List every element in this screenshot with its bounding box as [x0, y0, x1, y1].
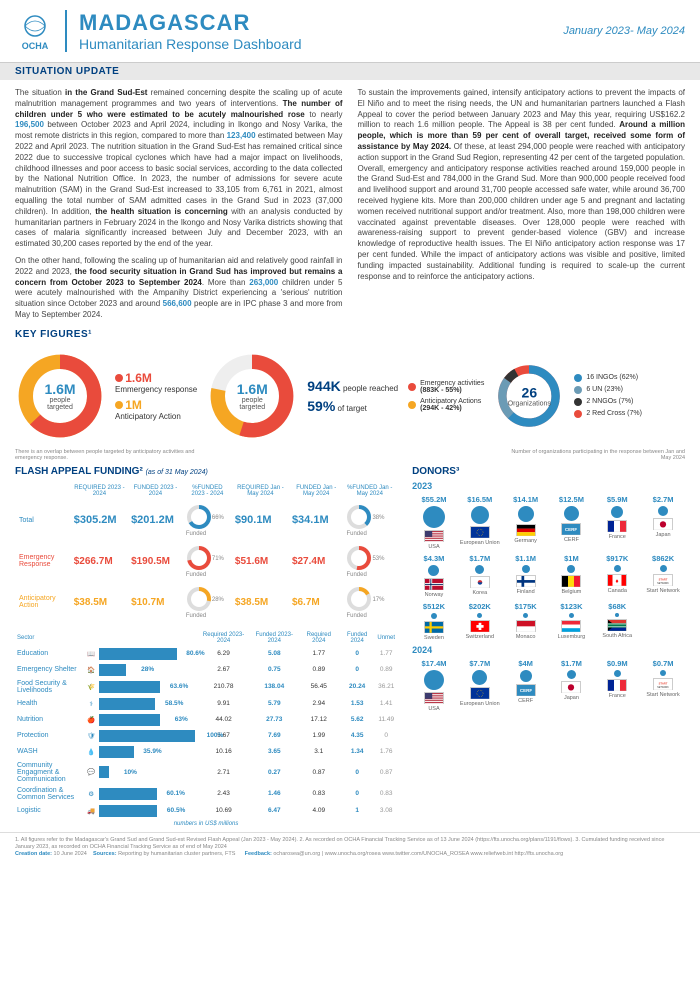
sector-row: Protection 🛡 100% 5.67 7.69 1.99 4.35 0 [15, 728, 397, 744]
page-title: MADAGASCAR [79, 10, 563, 36]
svg-text:♦: ♦ [616, 578, 619, 585]
donor-item: $5.9M France [595, 495, 639, 550]
donut-people-reached: 1.6Mpeople targeted [207, 351, 297, 441]
donor-item: $0.9M France [595, 659, 639, 712]
org-legend: 16 INGOs (62%) 6 UN (23%) 2 NNGOs (7%) 2… [574, 374, 642, 418]
svg-text:START: START [659, 577, 668, 581]
donor-item: $55.2M USA [412, 495, 456, 550]
donor-item: $1M Belgium [550, 554, 594, 598]
donors-header: DONORS³ [412, 466, 685, 477]
situation-header: SITUATION UPDATE [0, 63, 700, 80]
svg-text:CERF: CERF [565, 527, 577, 532]
sector-row: Health ⚕ 58.5% 9.91 5.79 2.94 1.53 1.41 [15, 696, 397, 712]
donor-item: $17.4M USA [412, 659, 456, 712]
donors-grid-2024: $17.4M USA$7.7M European Union$4M CERF C… [412, 659, 685, 712]
donor-item: $2.7M Japan [641, 495, 685, 550]
donor-item: $1.7M Japan [550, 659, 594, 712]
sector-row: Education 📖 80.6% 6.29 5.08 1.77 0 1.77 [15, 646, 397, 662]
funding-totals-table: REQUIRED 2023 - 2024FUNDED 2023 - 2024%F… [15, 481, 397, 624]
donor-item: $123K Luxemburg [550, 602, 594, 641]
date-range: January 2023- May 2024 [563, 25, 685, 37]
sector-row: Emergency Shelter 🏠 28% 2.67 0.75 0.89 0… [15, 662, 397, 678]
donor-item: $917K ♦ Canada [595, 554, 639, 598]
donor-item: $1.1M Finland [504, 554, 548, 598]
donors-grid-2023: $55.2M USA$16.5M European Union$14.1M Ge… [412, 495, 685, 641]
key-figures-header: KEY FIGURES¹ [0, 329, 700, 343]
donor-item: $512K Sweden [412, 602, 456, 641]
sector-table: SectorRequired 2023-2024Funded 2023-2024… [15, 630, 397, 819]
ocha-logo: OCHA [15, 11, 55, 51]
sector-row: Food Security & Livelihoods 🌾 63.6% 210.… [15, 678, 397, 696]
donor-item: $0.7M STARTNETWORK Start Network [641, 659, 685, 712]
donor-item: $862K STARTNETWORK Start Network [641, 554, 685, 598]
sector-row: Logistic 🚚 60.5% 10.69 6.47 4.09 1 3.08 [15, 803, 397, 819]
year-2024: 2024 [412, 645, 685, 655]
svg-text:CERF: CERF [520, 688, 532, 693]
kf-note-1: There is an overlap between people targe… [15, 449, 195, 461]
donor-item: $68K South Africa [595, 602, 639, 641]
donor-item: $7.7M European Union [458, 659, 502, 712]
donor-item: $1.7M Korea [458, 554, 502, 598]
donor-item: $4M CERF CERF [504, 659, 548, 712]
footnotes: 1. All figures refer to the Madagascar's… [0, 832, 700, 862]
svg-text:START: START [659, 681, 668, 685]
header: OCHA MADAGASCAR Humanitarian Response Da… [0, 0, 700, 63]
situation-body: The situation in the Grand Sud-Est remai… [0, 80, 700, 329]
sector-row: Community Engagment & Communication 💬 10… [15, 760, 397, 785]
sector-note: numbers in US$ millions [15, 821, 397, 827]
donut-people-targeted: 1.6Mpeople targeted [15, 351, 105, 441]
donor-item: $4.3M Norway [412, 554, 456, 598]
donor-item: $175K Monaco [504, 602, 548, 641]
svg-text:NETWORK: NETWORK [657, 583, 669, 585]
page-subtitle: Humanitarian Response Dashboard [79, 36, 563, 52]
donor-item: $16.5M European Union [458, 495, 502, 550]
donor-item: $202K Switzerland [458, 602, 502, 641]
funding-header: FLASH APPEAL FUNDING² (as of 31 May 2024… [15, 466, 397, 477]
svg-text:NETWORK: NETWORK [657, 687, 669, 689]
sector-row: Nutrition 🍎 63% 44.02 27.73 17.12 5.62 1… [15, 712, 397, 728]
sector-row: WASH 💧 35.9% 10.16 3.65 3.1 1.34 1.76 [15, 744, 397, 760]
year-2023: 2023 [412, 481, 685, 491]
donor-item: $14.1M Germany [504, 495, 548, 550]
donut-orgs: 26Organizations [494, 361, 564, 431]
sector-row: Coordination & Common Services ⚙ 60.1% 2… [15, 785, 397, 803]
donor-item: $12.5M CERF CERF [550, 495, 594, 550]
svg-text:OCHA: OCHA [22, 41, 49, 51]
kf-note-3: Number of organizations participating in… [505, 449, 685, 461]
key-figures-row: 1.6Mpeople targeted 1.6MEmmergency respo… [0, 343, 700, 449]
